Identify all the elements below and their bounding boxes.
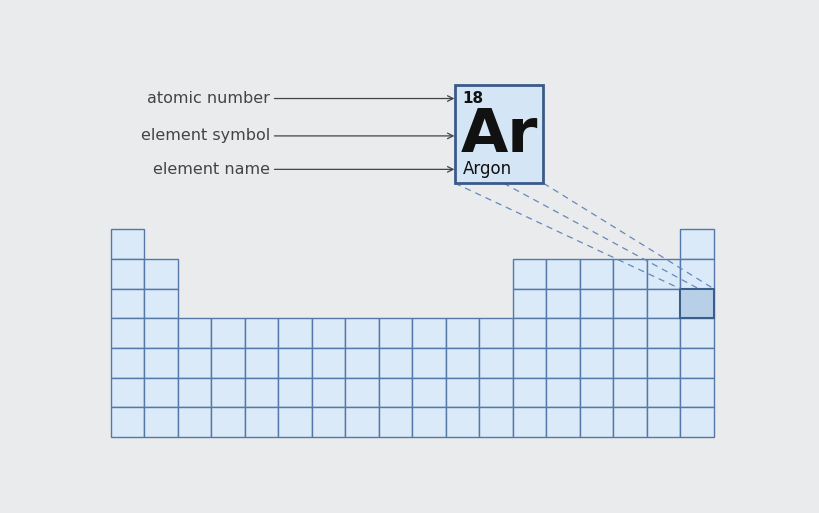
- Bar: [211, 378, 244, 407]
- Bar: [211, 348, 244, 378]
- Bar: [478, 319, 512, 348]
- Bar: [579, 289, 613, 319]
- Bar: [613, 348, 646, 378]
- Bar: [613, 259, 646, 289]
- Bar: [445, 378, 478, 407]
- Bar: [144, 407, 178, 437]
- Bar: [378, 348, 412, 378]
- Bar: [613, 378, 646, 407]
- Bar: [512, 289, 545, 319]
- Bar: [545, 407, 579, 437]
- Bar: [512, 378, 545, 407]
- Bar: [144, 289, 178, 319]
- Bar: [244, 407, 278, 437]
- Text: element symbol: element symbol: [141, 128, 269, 144]
- Bar: [445, 319, 478, 348]
- Bar: [455, 85, 543, 183]
- Bar: [345, 319, 378, 348]
- Bar: [178, 407, 211, 437]
- Bar: [679, 229, 713, 259]
- Bar: [445, 407, 478, 437]
- Bar: [244, 348, 278, 378]
- Bar: [679, 407, 713, 437]
- Bar: [211, 407, 244, 437]
- Bar: [144, 319, 178, 348]
- Bar: [679, 378, 713, 407]
- Bar: [679, 289, 713, 319]
- Bar: [579, 378, 613, 407]
- Bar: [178, 319, 211, 348]
- Bar: [613, 407, 646, 437]
- Bar: [211, 319, 244, 348]
- Bar: [111, 348, 144, 378]
- Bar: [412, 319, 445, 348]
- Bar: [111, 259, 144, 289]
- Bar: [178, 348, 211, 378]
- Bar: [579, 319, 613, 348]
- Text: Ar: Ar: [460, 106, 537, 165]
- Bar: [478, 407, 512, 437]
- Bar: [144, 259, 178, 289]
- Bar: [244, 319, 278, 348]
- Bar: [345, 348, 378, 378]
- Bar: [345, 378, 378, 407]
- Bar: [478, 378, 512, 407]
- Bar: [579, 259, 613, 289]
- Bar: [545, 319, 579, 348]
- Bar: [646, 319, 679, 348]
- Bar: [646, 259, 679, 289]
- Bar: [178, 378, 211, 407]
- Bar: [111, 229, 144, 259]
- Bar: [512, 259, 545, 289]
- Bar: [144, 378, 178, 407]
- Bar: [111, 378, 144, 407]
- Bar: [311, 348, 345, 378]
- Bar: [278, 378, 311, 407]
- Bar: [613, 319, 646, 348]
- Bar: [679, 289, 713, 319]
- Bar: [545, 259, 579, 289]
- Bar: [679, 319, 713, 348]
- Text: element name: element name: [153, 162, 269, 177]
- Bar: [378, 319, 412, 348]
- Bar: [478, 348, 512, 378]
- Bar: [244, 378, 278, 407]
- Bar: [512, 348, 545, 378]
- Bar: [278, 407, 311, 437]
- Bar: [646, 348, 679, 378]
- Bar: [278, 348, 311, 378]
- Bar: [311, 319, 345, 348]
- Text: 18: 18: [462, 91, 483, 106]
- Bar: [579, 348, 613, 378]
- Bar: [412, 407, 445, 437]
- Bar: [378, 407, 412, 437]
- Bar: [412, 348, 445, 378]
- Text: atomic number: atomic number: [147, 91, 269, 106]
- Bar: [445, 348, 478, 378]
- Bar: [646, 289, 679, 319]
- Bar: [613, 289, 646, 319]
- Bar: [144, 348, 178, 378]
- Text: Argon: Argon: [462, 161, 511, 179]
- Bar: [646, 407, 679, 437]
- Bar: [111, 319, 144, 348]
- Bar: [111, 407, 144, 437]
- Bar: [545, 348, 579, 378]
- Bar: [545, 378, 579, 407]
- Bar: [679, 348, 713, 378]
- Bar: [412, 378, 445, 407]
- Bar: [545, 289, 579, 319]
- Bar: [311, 378, 345, 407]
- Bar: [579, 407, 613, 437]
- Bar: [111, 289, 144, 319]
- Bar: [679, 259, 713, 289]
- Bar: [345, 407, 378, 437]
- Bar: [311, 407, 345, 437]
- Bar: [512, 319, 545, 348]
- Bar: [378, 378, 412, 407]
- Bar: [512, 407, 545, 437]
- Bar: [646, 378, 679, 407]
- Bar: [278, 319, 311, 348]
